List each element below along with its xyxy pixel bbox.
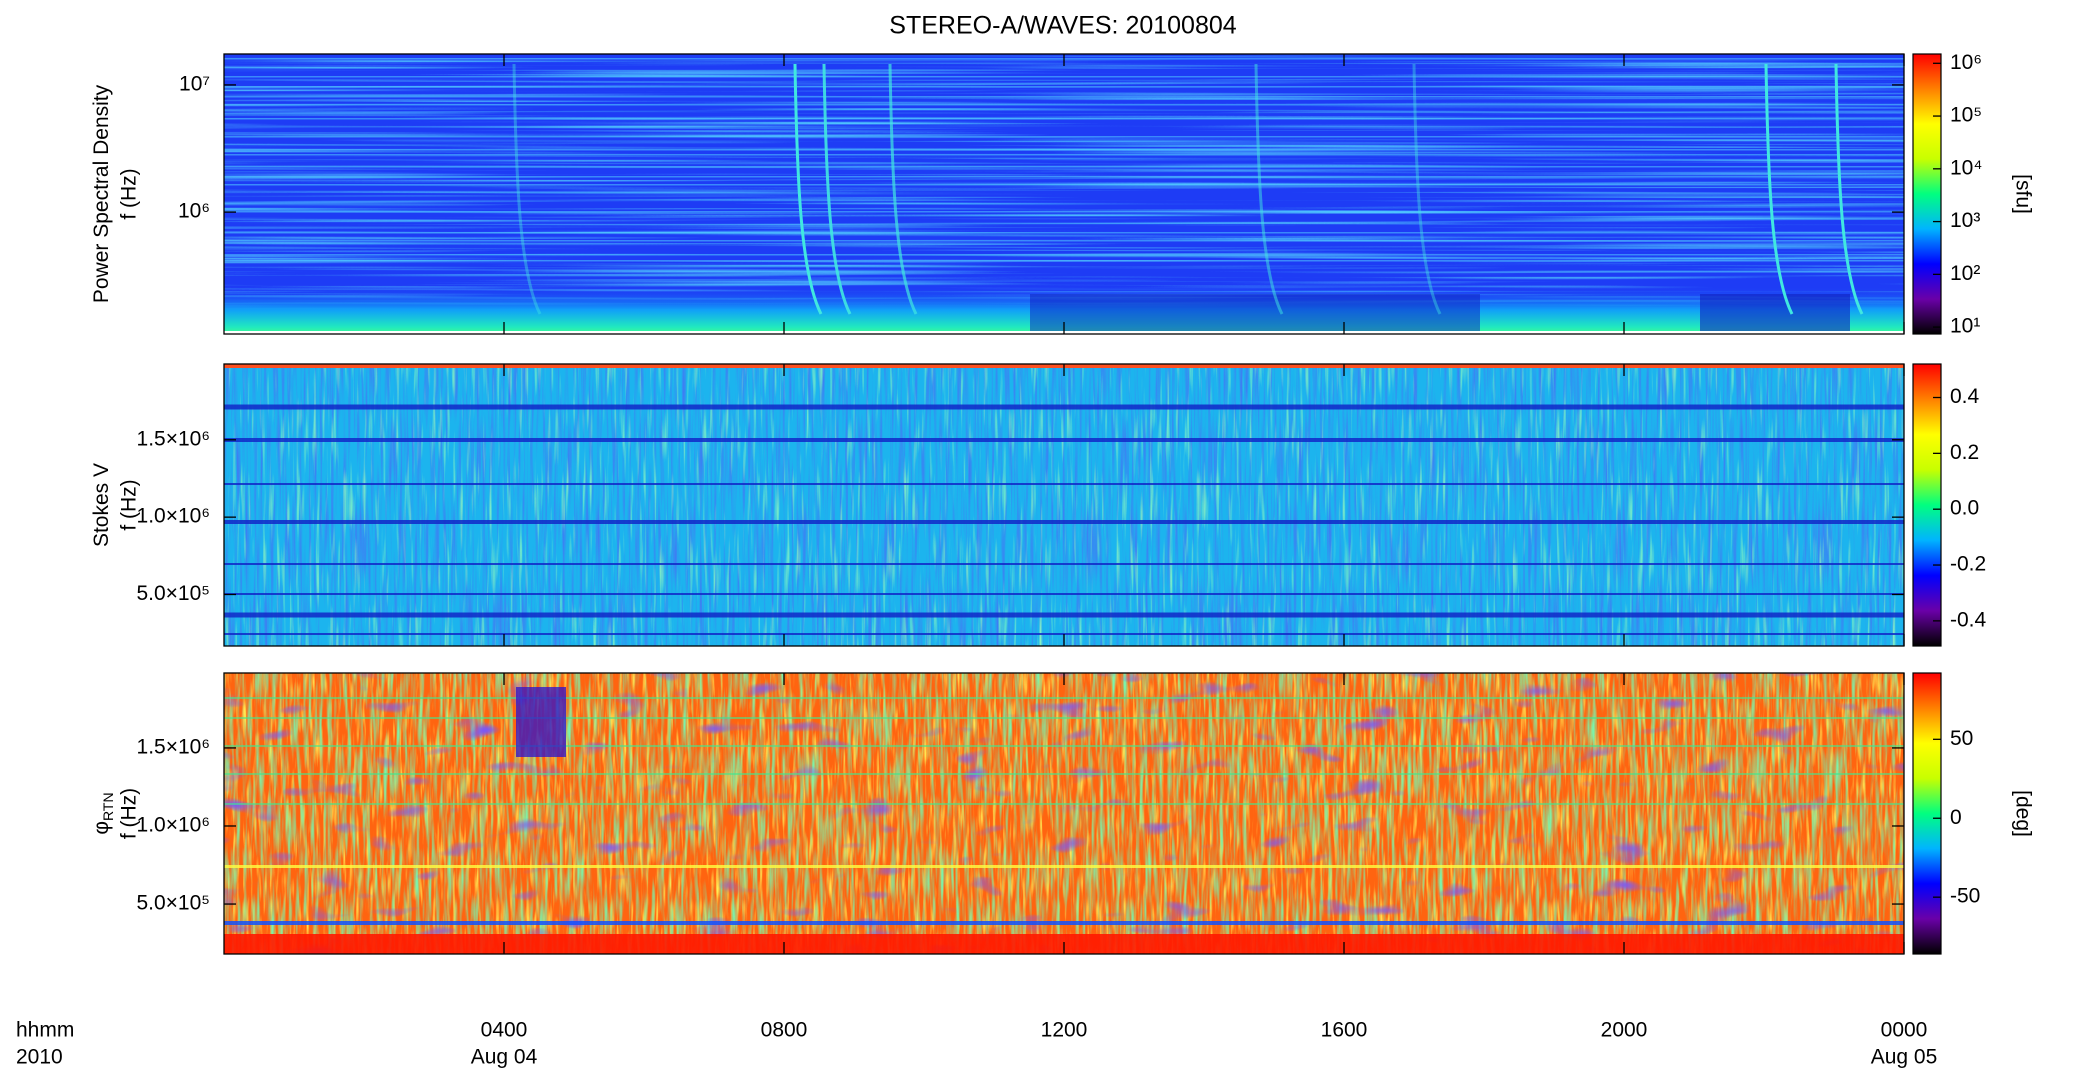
y-tick-label: 5.0×10⁵ [136,582,210,605]
y-axis-label-subscript: RTN [100,792,116,821]
radio-burst [888,63,918,315]
radio-burst [793,63,823,315]
colorbar-tick-label: 50 [1950,727,1973,750]
emission-line [224,483,1904,485]
colorbar-tick-label: -50 [1950,885,1980,908]
emission-line [224,260,1904,262]
radio-burst [1412,63,1442,315]
emission-line [224,717,1904,719]
colorbar [1912,53,1942,335]
spectrogram-texture [224,673,1904,954]
emission-line [224,86,1904,88]
emission-line [224,176,1904,178]
spectrogram-texture [224,364,1904,646]
colorbar-tick-label: 0.4 [1950,385,1980,408]
y-tick-label: 10⁶ [178,200,210,223]
colorbar-tick-label: 10³ [1950,209,1980,232]
colorbar-tick-label: 0 [1950,806,1962,829]
x-tick-label: 0800 [761,1019,808,1042]
y-axis-label: φRTN [90,792,116,834]
emission-line [224,773,1904,775]
emission-line [224,865,1904,868]
emission-line [224,96,1904,98]
emission-line [224,254,1904,256]
quiet-band [1030,294,1480,334]
y-tick-label: 1.0×10⁶ [137,814,210,837]
colorbar-tick-label: 0.0 [1950,497,1979,520]
radio-burst [1764,63,1794,315]
chart-title: STEREO-A/WAVES: 20100804 [889,12,1236,40]
emission-line [224,76,1904,78]
colorbar-tick-label: 10² [1950,262,1980,285]
colorbar [1912,672,1942,955]
colorbar-tick-label: 10⁶ [1950,51,1982,74]
emission-line [224,149,1904,151]
x-date-label: Aug 05 [1871,1046,1938,1069]
x-tick-label: 0400 [481,1019,528,1042]
emission-line [224,184,1904,186]
y-axis-label: f (Hz) [118,168,141,219]
x-date-label: Aug 04 [471,1046,538,1069]
y-axis-label: f (Hz) [118,479,141,530]
emission-line [224,154,1904,156]
colorbar-tick-label: 0.2 [1950,441,1979,464]
radio-burst [822,63,852,315]
emission-line [224,136,1904,138]
colorbar-tick-label: -0.2 [1950,553,1986,576]
emission-line [224,118,1904,120]
emission-line [224,104,1904,106]
colorbar-tick-label: 10¹ [1950,315,1980,338]
emission-line [224,745,1904,747]
y-tick-label: 1.5×10⁶ [137,427,210,450]
y-axis-label-text: φ [90,821,113,835]
radio-burst [1254,63,1284,315]
emission-line [224,438,1904,442]
emission-line [224,520,1904,524]
x-tick-label: 1200 [1041,1019,1088,1042]
emission-line [224,697,1904,699]
emission-line [224,563,1904,565]
emission-line [224,921,1904,925]
emission-line [224,803,1904,805]
emission-line [224,593,1904,595]
x-tick-label: 2000 [1601,1019,1648,1042]
x-axis-label: 2010 [16,1046,63,1069]
y-axis-label: Stokes V [90,463,113,547]
emission-line [224,211,1904,213]
y-axis-label-text: Power Spectral Density [90,84,113,303]
y-axis-label: Power Spectral Density [90,84,113,303]
colorbar-tick-label: 10⁵ [1950,104,1982,127]
y-axis-label-text: Stokes V [90,463,113,547]
y-axis-label: f (Hz) [118,788,141,839]
y-tick-label: 10⁷ [179,72,210,95]
colorbar-label: [deg] [2011,790,2034,837]
blue-patch [516,687,566,757]
emission-line [224,240,1904,242]
emission-line [224,166,1904,168]
colorbar-label: [sfu] [2011,174,2034,214]
emission-line [224,404,1904,410]
colorbar-tick-label: 10⁴ [1950,156,1982,179]
y-tick-label: 1.5×10⁶ [137,735,210,758]
x-axis-label: hhmm [16,1019,74,1042]
colorbar-tick-label: -0.4 [1950,608,1987,631]
emission-line [224,232,1904,234]
emission-line [224,612,1904,618]
x-tick-label: 0000 [1881,1019,1928,1042]
colorbar [1912,363,1942,647]
quiet-band [1700,294,1850,334]
radio-burst [1834,63,1864,315]
x-tick-label: 1600 [1321,1019,1368,1042]
radio-burst [512,63,542,315]
y-tick-label: 5.0×10⁵ [136,892,210,915]
y-tick-label: 1.0×10⁶ [137,505,210,528]
